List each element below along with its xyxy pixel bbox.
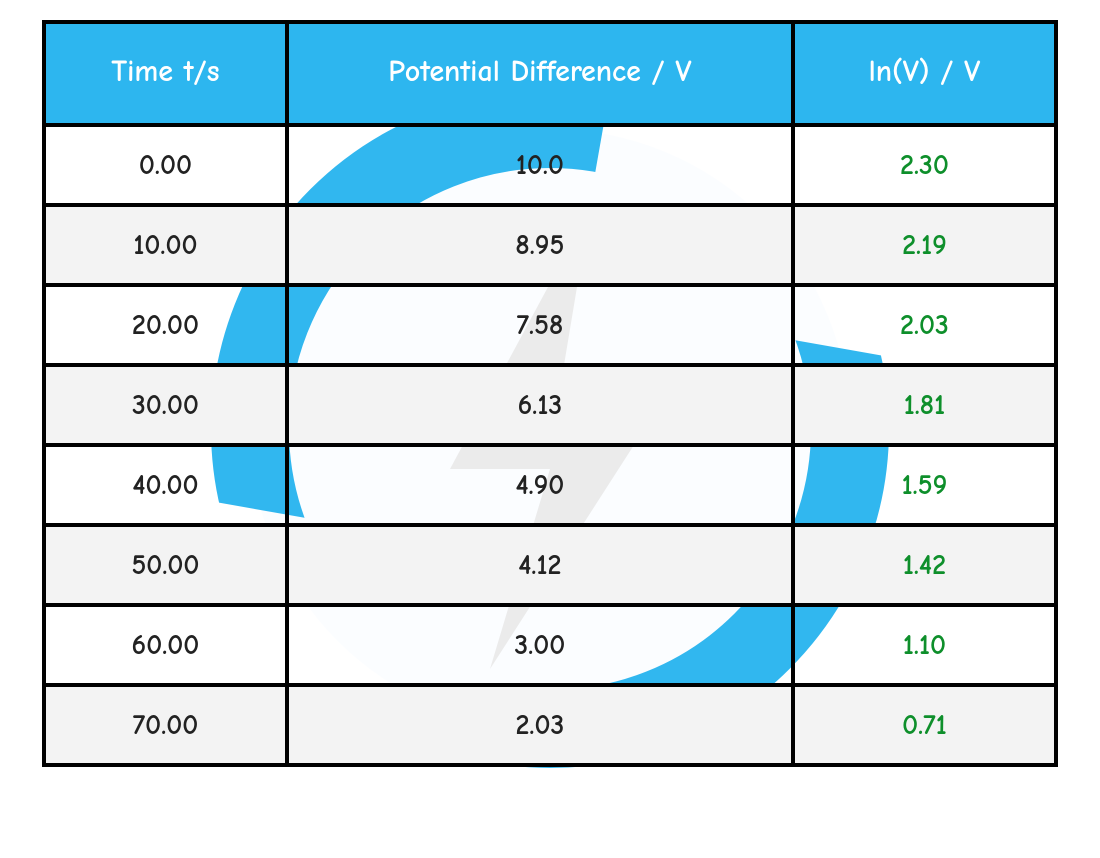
cell-time: 40.00 <box>44 445 287 525</box>
table-row: 50.00 4.12 1.42 <box>44 525 1056 605</box>
cell-time: 0.00 <box>44 125 287 205</box>
cell-lnv: 1.81 <box>793 365 1056 445</box>
cell-pd: 4.12 <box>287 525 793 605</box>
cell-lnv: 1.10 <box>793 605 1056 685</box>
table-header-row: Time t/s Potential Difference / V ln(V) … <box>44 22 1056 125</box>
cell-pd: 10.0 <box>287 125 793 205</box>
table-row: 20.00 7.58 2.03 <box>44 285 1056 365</box>
cell-lnv: 2.03 <box>793 285 1056 365</box>
cell-lnv: 0.71 <box>793 685 1056 765</box>
cell-lnv: 2.30 <box>793 125 1056 205</box>
table-row: 40.00 4.90 1.59 <box>44 445 1056 525</box>
cell-pd: 7.58 <box>287 285 793 365</box>
table-row: 10.00 8.95 2.19 <box>44 205 1056 285</box>
cell-time: 20.00 <box>44 285 287 365</box>
data-table: Time t/s Potential Difference / V ln(V) … <box>42 20 1058 767</box>
col-header-pd: Potential Difference / V <box>287 22 793 125</box>
cell-lnv: 1.42 <box>793 525 1056 605</box>
table-row: 60.00 3.00 1.10 <box>44 605 1056 685</box>
col-header-lnv: ln(V) / V <box>793 22 1056 125</box>
table-row: 0.00 10.0 2.30 <box>44 125 1056 205</box>
cell-time: 30.00 <box>44 365 287 445</box>
cell-pd: 4.90 <box>287 445 793 525</box>
data-table-container: Time t/s Potential Difference / V ln(V) … <box>42 20 1058 767</box>
col-header-time: Time t/s <box>44 22 287 125</box>
cell-pd: 3.00 <box>287 605 793 685</box>
table-row: 30.00 6.13 1.81 <box>44 365 1056 445</box>
cell-pd: 6.13 <box>287 365 793 445</box>
cell-lnv: 2.19 <box>793 205 1056 285</box>
cell-pd: 2.03 <box>287 685 793 765</box>
cell-time: 60.00 <box>44 605 287 685</box>
table-row: 70.00 2.03 0.71 <box>44 685 1056 765</box>
cell-time: 70.00 <box>44 685 287 765</box>
cell-pd: 8.95 <box>287 205 793 285</box>
cell-lnv: 1.59 <box>793 445 1056 525</box>
cell-time: 50.00 <box>44 525 287 605</box>
cell-time: 10.00 <box>44 205 287 285</box>
